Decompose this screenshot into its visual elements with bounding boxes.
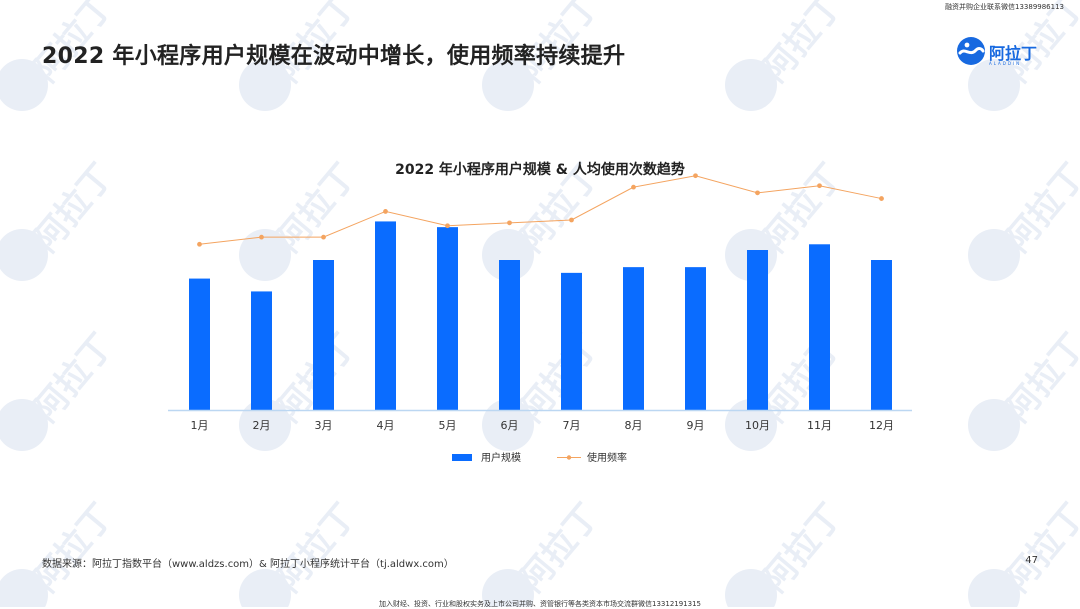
x-tick-label: 6月: [501, 419, 519, 432]
line-point: [631, 184, 636, 190]
line-point: [817, 183, 822, 189]
x-axis-labels: 1月 2月 3月 4月 5月 6月 7月 8月 9月 10月 11月 12月: [191, 419, 895, 432]
line-path: [199, 175, 882, 245]
x-tick-label: 1月: [191, 419, 209, 432]
legend: 用户规模 使用频率: [452, 451, 627, 464]
bar: [685, 267, 706, 410]
line-point: [507, 220, 512, 226]
logo-icon: [957, 37, 985, 65]
x-tick-label: 2月: [253, 419, 271, 432]
bar: [871, 260, 892, 410]
x-tick-label: 4月: [377, 419, 395, 432]
bar: [623, 267, 644, 410]
line-series: [197, 173, 884, 247]
bar: [437, 227, 458, 410]
line-point: [259, 234, 264, 240]
legend-line-marker: [566, 455, 572, 460]
x-tick-label: 10月: [745, 419, 770, 432]
line-point: [197, 241, 202, 247]
x-tick-label: 8月: [625, 419, 643, 432]
line-point: [755, 190, 760, 196]
bar: [499, 260, 520, 410]
line-point: [445, 223, 450, 229]
logo-subtext: ALADDIN: [989, 61, 1022, 66]
x-tick-label: 3月: [315, 419, 333, 432]
legend-line-label: 使用频率: [587, 451, 627, 464]
line-point: [569, 217, 574, 223]
page-title: 2022 年小程序用户规模在波动中增长，使用频率持续提升: [42, 44, 626, 69]
bar: [561, 272, 582, 410]
data-source: 数据来源：阿拉丁指数平台（www.aldzs.com）& 阿拉丁小程序统计平台（…: [42, 559, 454, 570]
legend-bar-swatch: [452, 454, 472, 461]
line-point: [383, 209, 388, 214]
line-point: [879, 196, 884, 201]
line-point: [693, 173, 698, 179]
logo: 阿拉丁 ALADDIN: [956, 36, 1046, 70]
bar: [375, 221, 396, 410]
x-tick-label: 9月: [687, 419, 705, 432]
bar-series: [189, 221, 892, 410]
x-tick-label: 5月: [439, 419, 457, 432]
bar: [809, 244, 830, 410]
x-tick-label: 7月: [563, 419, 581, 432]
bar: [189, 278, 210, 410]
legend-bar-label: 用户规模: [481, 451, 521, 464]
line-point: [321, 234, 326, 240]
logo-text: 阿拉丁: [989, 44, 1038, 63]
bar: [747, 250, 768, 410]
x-tick-label: 11月: [807, 419, 832, 432]
bar: [313, 260, 334, 410]
bar: [251, 291, 272, 410]
page-number: 47: [1025, 555, 1038, 566]
top-contact-note: 融资并购企业联系微信13389986113: [945, 3, 1064, 11]
bottom-contact-note: 加入财经、投资、行业和股权实务及上市公司并购、资管银行等各类资本市场交流群微信1…: [379, 600, 701, 608]
x-tick-label: 12月: [869, 419, 894, 432]
chart-title: 2022 年小程序用户规模 & 人均使用次数趋势: [395, 161, 685, 178]
